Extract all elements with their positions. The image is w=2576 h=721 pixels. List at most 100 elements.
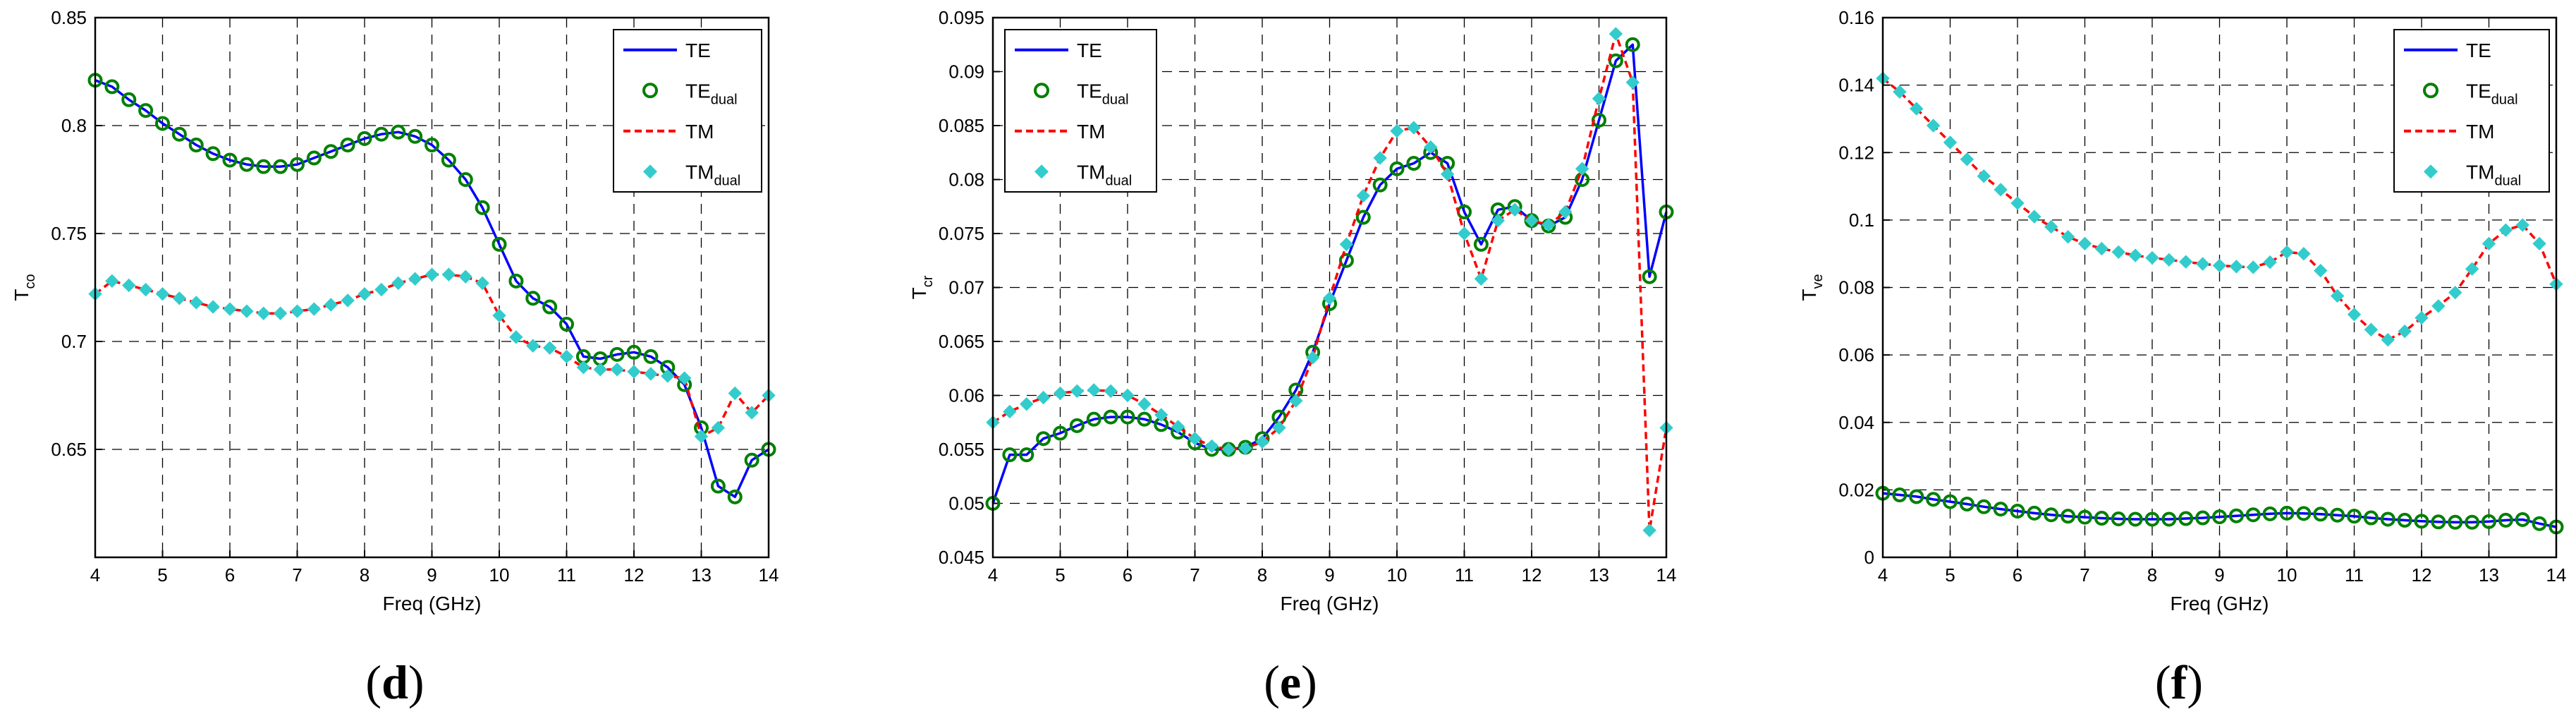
x-tick-label: 13 [691,564,712,586]
legend-label: TEdual [2466,80,2518,107]
data-point-te-dual [643,349,659,364]
y-tick-label: 0.06 [948,385,984,406]
data-point-tm-dual [2465,262,2479,276]
data-point-te-dual [1002,447,1018,463]
data-point-tm-dual [1893,85,1907,99]
data-point-te-dual [2380,511,2395,527]
legend-swatch-te-dual [642,83,658,99]
panel-caption: (f) [2155,655,2203,709]
x-tick-label: 13 [1589,564,1609,586]
data-point-tm-dual [2314,263,2328,278]
data-point-te-dual [458,172,473,187]
data-point-tm-dual [2195,257,2210,271]
x-tick-label: 7 [1190,564,1200,586]
data-point-tm-dual [1003,404,1017,419]
data-point-te-dual [1069,418,1085,433]
data-point-tm-dual [1491,213,1505,228]
data-point-te-dual [155,116,170,131]
series-layer [87,73,776,504]
data-point-tm-dual [1508,202,1522,217]
data-point-tm-dual [189,296,203,310]
data-point-te-dual [239,157,255,172]
data-point-tm-dual [1558,205,1573,219]
x-tick-label: 10 [489,564,510,586]
data-point-tm-dual [1457,226,1472,241]
x-axis-label: Freq (GHz) [1281,593,1379,614]
x-tick-label: 12 [1522,564,1542,586]
x-tick-label: 11 [2345,564,2364,586]
y-tick-label: 0.08 [948,169,984,190]
data-point-te-dual [1019,447,1034,463]
data-point-te-dual [2195,510,2211,526]
data-point-tm-dual [1575,162,1589,176]
data-point-tm-dual [2482,236,2496,251]
y-tick-label: 0.095 [939,7,984,28]
data-point-tm-dual [2448,285,2462,300]
data-point-te-dual [609,346,625,362]
data-point-te-dual [222,152,238,168]
legend-label: TE [2466,40,2491,61]
data-point-tm-dual [1642,523,1656,538]
data-point-tm-dual [2364,322,2379,337]
y-axis-label-sub: cr [920,275,936,287]
data-point-te-dual [425,138,439,153]
data-point-te-dual [1053,425,1068,441]
data-point-te-dual [2482,514,2496,529]
data-point-tm-dual [677,371,692,385]
data-point-tm-dual [728,386,742,401]
y-tick-label: 0.07 [948,277,984,298]
data-point-tm-dual [408,272,422,286]
data-point-te-dual [2262,506,2278,521]
data-point-tm-dual [2347,308,2362,322]
y-tick-label: 0.08 [1838,277,1874,298]
data-point-tm-dual [1104,384,1118,399]
data-point-tm-dual [2498,223,2513,237]
data-point-tm-dual [1943,135,1958,150]
data-point-tm-dual [593,363,607,377]
y-tick-label: 0.04 [1838,412,1874,433]
plot-frame [991,16,1668,559]
data-point-te-dual [2515,511,2530,527]
data-point-tm-dual [745,406,759,420]
data-point-tm-dual [1440,167,1455,181]
legend-swatch-tm-dual [643,164,657,179]
x-axis-label: Freq (GHz) [383,593,482,614]
data-point-te-dual [2077,509,2092,525]
data-point-te-dual [1943,494,1958,509]
y-tick-label: 0.65 [51,439,87,460]
x-tick-label: 5 [1055,564,1065,586]
legend-label: TEdual [685,80,738,107]
data-point-te-dual [256,159,271,174]
data-point-te-dual [2465,514,2480,530]
data-point-te-dual [727,489,743,504]
data-point-tm-dual [1322,291,1337,305]
data-point-tm-dual [1087,383,1101,397]
data-point-tm-dual [105,274,119,289]
data-point-te-dual [273,159,288,174]
data-point-tm-dual [223,302,237,316]
legend-label: TE [1077,40,1102,61]
legend-label: TE [685,40,711,61]
x-tick-label: 7 [2080,564,2089,586]
chart-panel-e: 4 5 6 7 8 9 10 11 12 13 14 0.045 0.05 0.055 0.06 0.065 0… [908,7,1676,709]
x-tick-label: 10 [1387,564,1408,586]
data-point-te-dual [121,92,137,107]
legend-swatch-te-dual [1034,83,1049,99]
data-point-te-dual [1625,37,1640,52]
data-point-tm-dual [2398,324,2412,339]
data-point-te-dual [542,299,558,315]
data-point-tm-dual [374,282,389,297]
data-point-te-dual [357,131,372,146]
y-tick-label: 0.14 [1838,75,1874,96]
data-point-tm-dual [1053,386,1068,401]
x-tick-label: 14 [2546,564,2567,586]
data-point-te-dual [2414,514,2429,529]
data-point-tm-dual [2128,248,2142,262]
x-tick-label: 12 [2412,564,2432,586]
data-point-te-dual [2010,503,2025,519]
data-point-te-dual [2228,508,2244,523]
data-point-tm-dual [2027,210,2041,224]
data-point-tm-dual [2532,236,2546,251]
data-point-tm-dual [206,300,220,314]
